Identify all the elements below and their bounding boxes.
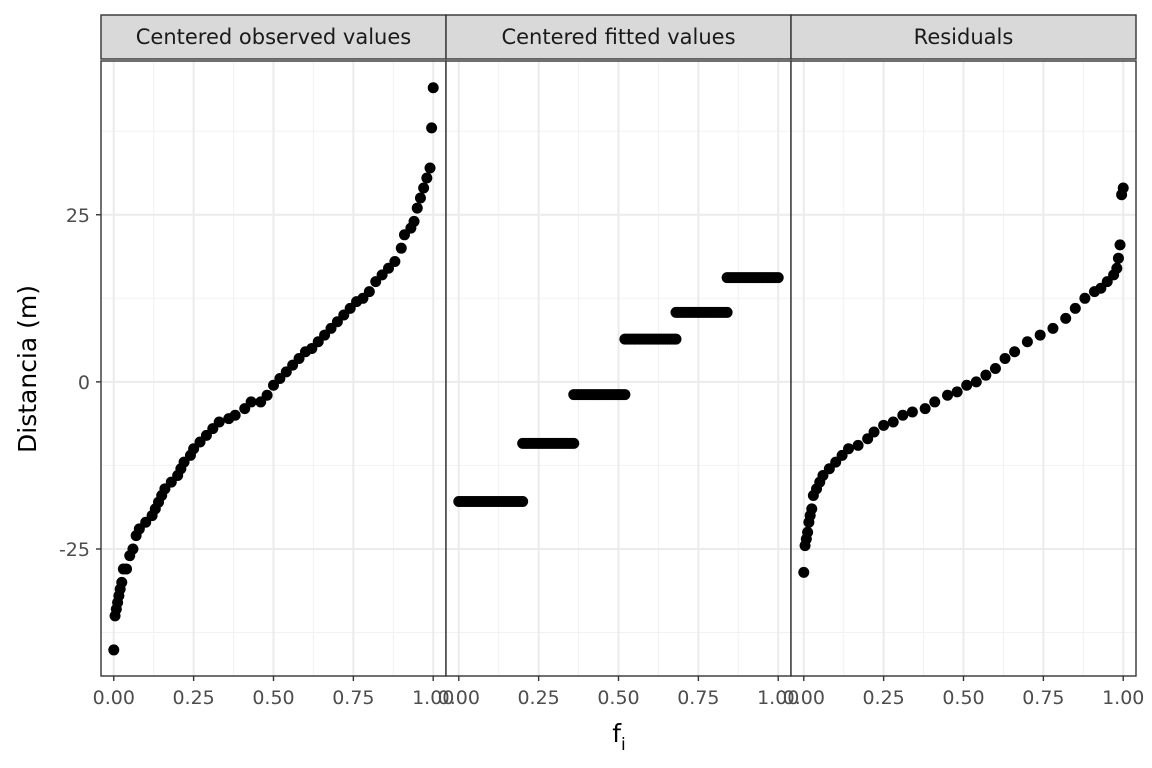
- data-point: [363, 286, 375, 298]
- panels-layer: Centered observed values 0.00 0.25 0.50 0.75…: [93, 14, 1144, 709]
- data-point: [619, 389, 631, 401]
- x-tick-label: 0.50: [252, 687, 294, 709]
- x-tick-label: 0.75: [1022, 687, 1064, 709]
- panel-1: Centered observed values 0.00 0.25 0.50 0.75…: [93, 14, 454, 709]
- data-point: [951, 386, 963, 398]
- data-point: [418, 182, 430, 194]
- x-axis-title-subscript: i: [621, 735, 626, 755]
- data-point: [127, 543, 139, 555]
- data-point: [852, 439, 864, 451]
- data-point: [843, 443, 854, 455]
- data-point: [1114, 239, 1126, 251]
- y-tick-label: 0: [78, 372, 90, 394]
- x-tick-label: 0.00: [438, 687, 480, 709]
- x-tick-label: 0.00: [783, 687, 825, 709]
- data-point: [1047, 322, 1059, 334]
- data-point: [868, 426, 880, 438]
- data-point: [721, 306, 733, 318]
- y-tick-label: -25: [59, 539, 90, 561]
- data-point: [772, 272, 784, 284]
- strip-background: [100, 14, 447, 60]
- x-tick-label: 0.25: [862, 687, 904, 709]
- x-tick-label: 0.25: [172, 687, 214, 709]
- data-point: [411, 202, 423, 214]
- data-point: [929, 396, 941, 408]
- y-tick-label: 25: [66, 205, 90, 227]
- data-point: [1060, 312, 1072, 324]
- data-point: [1021, 336, 1033, 348]
- x-tick-label: 1.00: [757, 687, 799, 709]
- data-point: [426, 122, 438, 134]
- data-point: [942, 389, 954, 401]
- data-point: [229, 409, 241, 421]
- y-axis: -25 0 25: [59, 205, 101, 561]
- data-point: [999, 352, 1011, 364]
- data-point: [919, 403, 931, 415]
- data-point: [906, 406, 918, 418]
- x-tick-label: 0.25: [517, 687, 559, 709]
- data-point: [798, 566, 810, 578]
- panel-2: Centered fitted values 0.00 0.25 0.50 0.75 1.…: [438, 14, 799, 709]
- x-axis-title: fi: [612, 719, 626, 755]
- x-tick-label: 1.00: [412, 687, 454, 709]
- data-point: [568, 437, 580, 449]
- y-axis-title: Distancia (m): [13, 285, 42, 453]
- data-point: [1079, 292, 1091, 304]
- data-point: [1112, 252, 1124, 264]
- data-point: [121, 563, 133, 575]
- strip-label: Centered observed values: [136, 25, 411, 49]
- data-point: [887, 416, 899, 428]
- x-tick-label: 0.75: [677, 687, 719, 709]
- x-tick-label: 0.50: [942, 687, 984, 709]
- data-point: [108, 644, 120, 656]
- data-point: [421, 172, 433, 184]
- data-point: [670, 333, 682, 345]
- data-point: [1117, 182, 1129, 194]
- x-tick-label: 1.00: [1102, 687, 1144, 709]
- data-point: [389, 256, 401, 268]
- x-tick-label: 0.00: [93, 687, 135, 709]
- data-point: [1009, 346, 1021, 358]
- data-point: [424, 162, 436, 174]
- data-point: [261, 389, 273, 401]
- data-point: [1111, 262, 1123, 274]
- data-point: [1034, 329, 1046, 341]
- strip-label: Residuals: [914, 25, 1014, 49]
- data-point: [802, 526, 814, 538]
- data-point: [1069, 302, 1081, 314]
- x-tick-label: 0.50: [597, 687, 639, 709]
- data-point: [427, 82, 439, 94]
- data-point: [961, 379, 973, 391]
- data-point: [878, 419, 890, 431]
- data-point: [395, 242, 407, 254]
- data-point: [517, 496, 529, 508]
- data-point: [116, 576, 128, 588]
- strip-background: [790, 14, 1137, 60]
- data-point: [897, 409, 909, 421]
- x-axis-title-main: f: [612, 719, 622, 748]
- data-point: [980, 369, 992, 381]
- data-point: [213, 416, 225, 428]
- data-point: [989, 363, 1001, 374]
- data-point: [414, 192, 426, 204]
- data-point: [970, 376, 982, 388]
- data-point: [806, 503, 818, 515]
- data-point: [245, 396, 257, 408]
- x-tick-label: 0.75: [332, 687, 374, 709]
- data-point: [408, 215, 420, 227]
- strip-label: Centered fitted values: [501, 25, 735, 49]
- panel-3: Residuals 0.00 0.25 0.50 0.75 1.00: [783, 14, 1144, 709]
